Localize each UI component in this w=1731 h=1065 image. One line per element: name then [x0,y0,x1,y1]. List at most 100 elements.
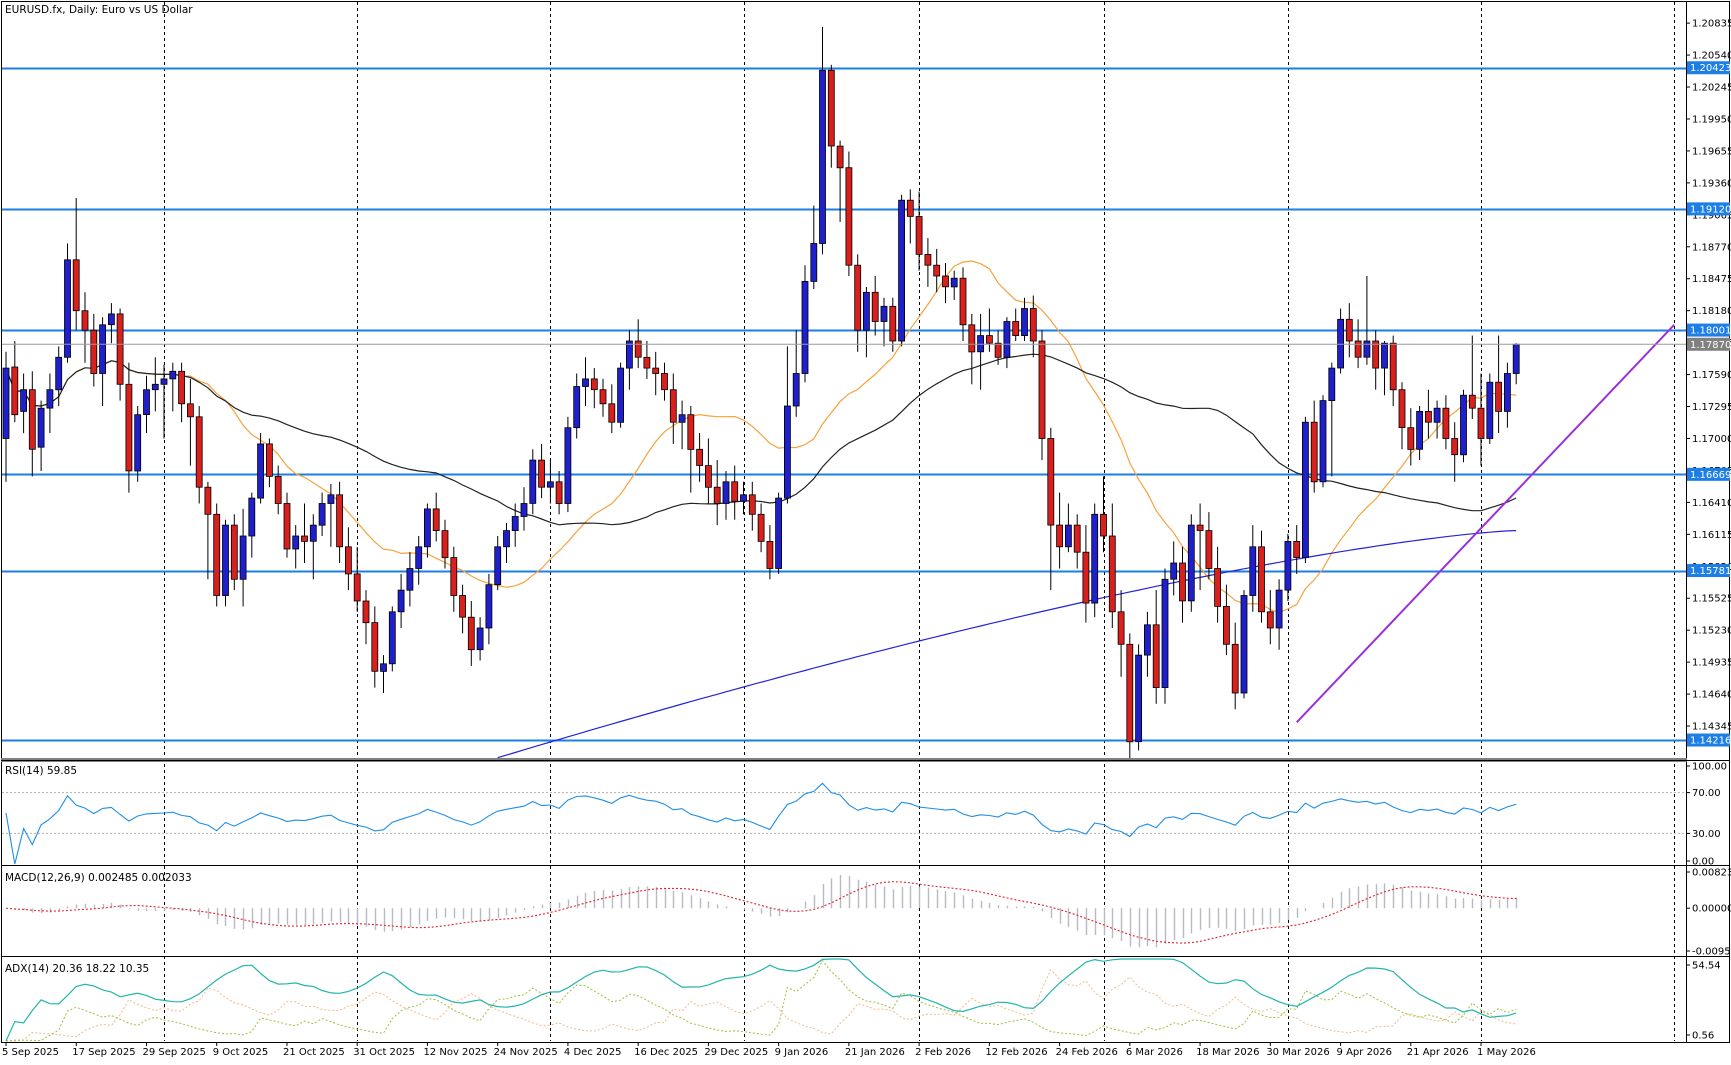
candle[interactable] [1310,400,1318,493]
candle[interactable] [1363,276,1371,365]
candle[interactable] [108,303,115,344]
level-price-tag[interactable]: 1.15781 [1690,566,1731,577]
candle[interactable] [942,263,949,304]
candle[interactable] [1029,295,1037,358]
trendline-layer[interactable] [1295,324,1675,723]
candle[interactable] [292,525,300,569]
level-price-tag[interactable]: 1.20423 [1690,63,1731,74]
candle[interactable] [608,384,616,434]
candle[interactable] [722,471,730,520]
candle[interactable] [582,357,589,406]
level-price-tag-bg[interactable] [1687,202,1730,216]
candle[interactable] [547,460,554,504]
candle[interactable] [757,503,765,553]
candle[interactable] [362,590,370,645]
candle[interactable] [1398,382,1406,450]
candle[interactable] [1468,335,1476,419]
candle[interactable] [406,552,414,607]
candle[interactable] [573,373,581,439]
candle[interactable] [906,189,914,244]
level-price-tag-bg[interactable] [1687,733,1730,747]
candle[interactable] [72,198,80,331]
level-price-tag[interactable]: 1.14216 [1690,736,1731,747]
candle[interactable] [863,286,870,358]
candle[interactable] [1117,590,1125,677]
candle[interactable] [555,471,563,515]
candle[interactable] [81,292,89,363]
candle[interactable] [1504,362,1511,428]
candle[interactable] [1284,533,1292,601]
candle[interactable] [309,514,317,580]
candle[interactable] [994,330,1002,365]
candle[interactable] [731,465,739,520]
candle[interactable] [1381,341,1388,396]
candle[interactable] [1389,335,1397,406]
candle[interactable] [1038,330,1046,461]
candle[interactable] [213,503,221,607]
candle[interactable] [116,308,124,401]
horizontal-levels[interactable] [2,67,1686,742]
candle[interactable] [222,519,229,607]
candle[interactable] [257,433,265,504]
candle[interactable] [634,319,642,369]
candle[interactable] [1065,503,1072,553]
candle[interactable] [169,362,177,412]
candle[interactable] [1266,590,1274,645]
candle[interactable] [1152,590,1160,704]
candle[interactable] [450,546,458,612]
candle[interactable] [1223,584,1230,656]
date-axis[interactable]: 5 Sep 2025 17 Sep 2025 29 Sep 2025 9 Oct 20… [2,1042,1536,1058]
candle[interactable] [20,373,28,434]
candle[interactable] [810,205,818,289]
candle[interactable] [1012,308,1020,342]
candle[interactable] [1047,427,1055,591]
candle[interactable] [186,378,194,466]
candle[interactable] [1179,546,1186,623]
candle[interactable] [353,546,361,612]
candle[interactable] [1240,590,1248,699]
candle[interactable] [1108,503,1116,629]
candle[interactable] [1407,408,1415,466]
candle[interactable] [327,484,335,547]
level-price-tag[interactable]: 1.19120 [1690,204,1731,215]
candle[interactable] [1337,308,1344,374]
candle[interactable] [599,378,607,417]
candle[interactable] [661,362,668,401]
candle[interactable] [380,655,387,693]
support-trendline[interactable] [1295,324,1675,723]
candlesticks[interactable] [2,26,1520,758]
candle[interactable] [230,514,238,591]
candle[interactable] [696,433,703,482]
level-price-tag[interactable]: 1.16669 [1690,470,1731,481]
candle[interactable] [511,503,519,547]
candle[interactable] [520,487,528,531]
candle[interactable] [1486,373,1494,444]
candle[interactable] [485,573,493,645]
candle[interactable] [265,438,273,488]
candle[interactable] [1372,330,1380,390]
candle[interactable] [1082,525,1090,623]
candle[interactable] [713,460,721,526]
candle[interactable] [1144,611,1151,677]
candle[interactable] [1416,406,1423,461]
candle[interactable] [160,364,168,439]
candle[interactable] [64,243,71,363]
candle[interactable] [1354,319,1362,369]
candle[interactable] [99,317,106,406]
candle[interactable] [950,270,958,300]
candle[interactable] [441,519,449,569]
candle[interactable] [1345,303,1353,358]
candle[interactable] [1477,373,1485,466]
candle[interactable] [1214,546,1221,623]
candle[interactable] [1319,395,1327,488]
candle[interactable] [1091,503,1099,618]
level-price-tag-bg[interactable] [1687,564,1730,578]
candle[interactable] [397,573,405,628]
candle[interactable] [1135,644,1142,751]
candle[interactable] [854,254,862,352]
candle[interactable] [204,481,212,580]
candle[interactable] [705,438,712,504]
candle[interactable] [467,601,475,666]
